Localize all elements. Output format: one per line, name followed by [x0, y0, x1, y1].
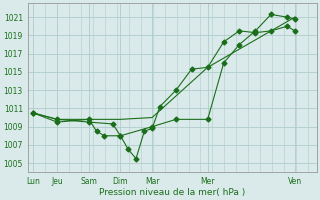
- X-axis label: Pression niveau de la mer( hPa ): Pression niveau de la mer( hPa ): [99, 188, 245, 197]
